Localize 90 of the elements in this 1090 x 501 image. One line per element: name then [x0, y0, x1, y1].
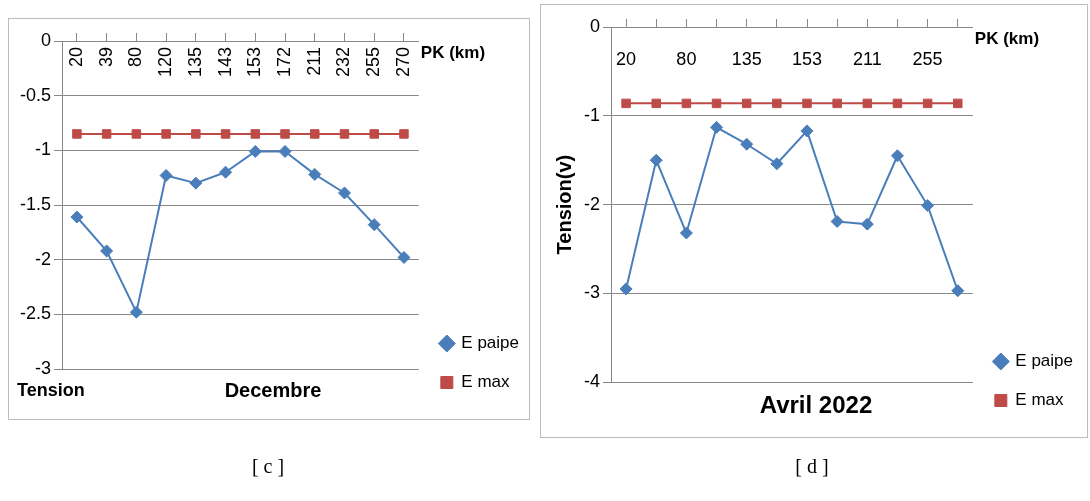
point — [830, 214, 844, 228]
point — [802, 98, 812, 109]
point — [711, 98, 722, 109]
point — [101, 129, 112, 139]
point — [308, 167, 322, 181]
x-tick-label: 255 — [912, 48, 943, 69]
point — [951, 284, 965, 298]
point — [338, 186, 351, 200]
x-tick-label: 211 — [303, 47, 324, 76]
y-tick-label: -1.5 — [19, 193, 52, 214]
point — [953, 98, 963, 109]
x-axis-title: PK (km) — [974, 29, 1040, 49]
y-tick-label: 0 — [41, 29, 52, 50]
point — [367, 218, 381, 232]
y-tick-label: -3 — [583, 282, 600, 303]
x-tick-label: 20 — [65, 47, 86, 68]
point — [191, 129, 201, 139]
point — [399, 129, 409, 139]
x-tick-label: 153 — [791, 48, 823, 69]
point — [649, 153, 663, 167]
point — [619, 282, 633, 296]
point — [339, 129, 350, 139]
point — [220, 129, 231, 139]
point — [397, 250, 411, 264]
x-tick-label: 143 — [214, 47, 235, 78]
point — [189, 176, 203, 190]
x-tick-label: 135 — [184, 47, 205, 78]
point — [890, 149, 904, 163]
point — [710, 120, 724, 134]
text: [ c ] — [250, 455, 286, 478]
y-tick-label: -1 — [35, 139, 52, 160]
point — [131, 129, 142, 139]
point — [219, 165, 233, 179]
text: [ d ] — [794, 455, 830, 478]
point — [772, 98, 782, 109]
x-tick-label: 232 — [333, 47, 354, 78]
x-tick-label: 80 — [125, 47, 146, 68]
point — [860, 217, 874, 231]
legend-label: E max — [1015, 390, 1065, 410]
legend-label: E paipe — [461, 333, 520, 353]
text: Avril 2022 — [759, 391, 873, 419]
point — [740, 137, 754, 151]
y-tick-label: -1 — [583, 104, 600, 125]
y-tick-label: -2.5 — [19, 303, 52, 324]
point — [800, 124, 814, 138]
point — [278, 144, 292, 158]
point — [310, 129, 320, 139]
point — [770, 157, 784, 171]
y-tick-label: -0.5 — [19, 84, 52, 105]
point — [70, 210, 84, 224]
y-tick-label: -2 — [35, 248, 52, 269]
x-tick-label: 153 — [244, 47, 265, 78]
x-tick-label: 120 — [155, 47, 176, 78]
x-tick-label: 172 — [274, 47, 294, 78]
x-axis-title: PK (km) — [420, 43, 486, 63]
legend-label: E paipe — [1015, 351, 1074, 371]
point — [892, 98, 903, 109]
y-tick-label: 0 — [589, 15, 600, 36]
point — [72, 129, 82, 139]
point — [741, 98, 752, 109]
point — [679, 226, 693, 240]
point — [651, 98, 661, 109]
point — [159, 168, 173, 182]
y-axis-title: Tension(v) — [552, 154, 575, 255]
point — [621, 98, 631, 109]
y-tick-label: -2 — [583, 193, 600, 214]
point — [280, 129, 290, 139]
x-tick-label: 135 — [731, 48, 762, 69]
point — [248, 144, 262, 158]
legend-label: E max — [461, 372, 511, 392]
x-tick-label: 255 — [363, 47, 384, 78]
point — [832, 98, 842, 109]
x-tick-label: 20 — [616, 48, 637, 69]
x-tick-label: 270 — [392, 47, 413, 78]
x-tick-label: 80 — [676, 48, 697, 69]
y-tick-label: -4 — [583, 371, 600, 392]
point — [161, 129, 171, 139]
point — [250, 129, 261, 139]
x-tick-label: 211 — [852, 48, 882, 69]
point — [681, 98, 692, 109]
y-axis-title: Tension — [17, 380, 85, 401]
point — [369, 129, 379, 139]
point — [862, 98, 873, 109]
point — [129, 305, 143, 319]
text: Decembre — [224, 378, 322, 401]
point — [922, 98, 933, 109]
point — [100, 244, 114, 258]
point — [921, 198, 935, 212]
x-tick-label: 39 — [95, 47, 116, 68]
y-tick-label: -3 — [35, 357, 52, 378]
